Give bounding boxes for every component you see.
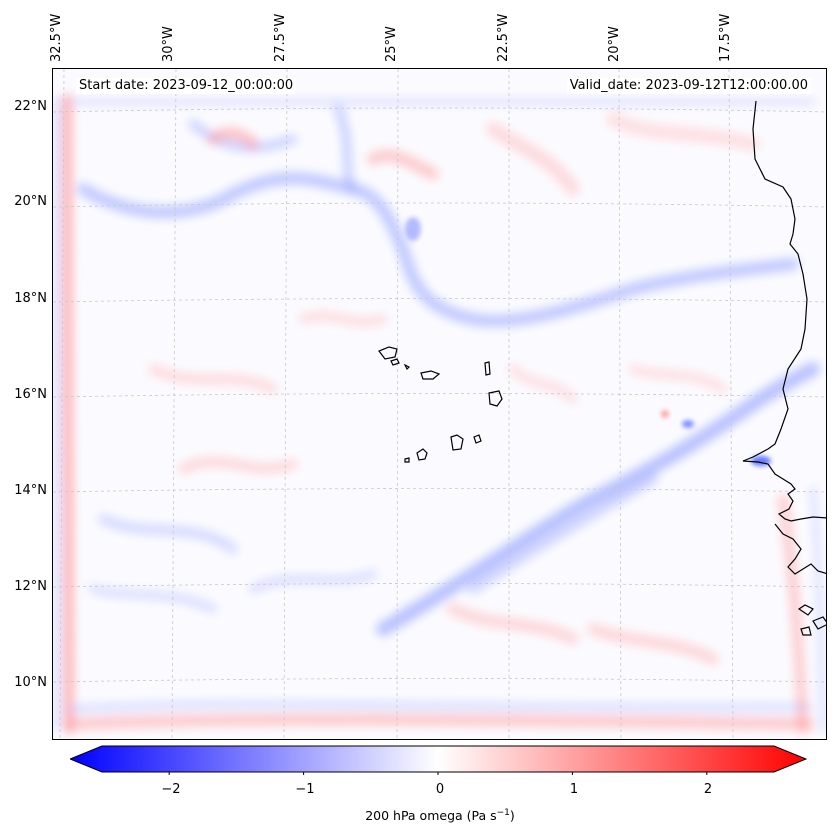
lat-label-22n: 22°N — [14, 99, 47, 114]
lon-label-30w: 30°W — [161, 26, 176, 62]
colorbar-tick-minus-2: −2 — [161, 782, 181, 797]
lon-label-22-5w: 22.5°W — [496, 13, 511, 62]
colorbar-tick-2: 2 — [703, 782, 713, 797]
africa-coastline — [742, 100, 826, 522]
lat-label-16n: 16°N — [14, 387, 47, 402]
lon-label-17-5w: 17.5°W — [718, 13, 733, 62]
lat-label-12n: 12°N — [14, 579, 47, 594]
lon-label-32-5w: 32.5°W — [49, 13, 64, 62]
lat-label-14n: 14°N — [14, 483, 47, 498]
colorbar — [70, 745, 808, 775]
colorbar-tickmarks — [168, 772, 708, 775]
lat-label-18n: 18°N — [14, 291, 47, 306]
omega-shading — [54, 94, 826, 734]
colorbar-tick-1: 1 — [569, 782, 579, 797]
colorbar-label: 200 hPa omega (Pa s−1) — [365, 808, 515, 824]
omega-field-map — [53, 69, 826, 739]
colorbar-tick-0: 0 — [435, 782, 445, 797]
cape-verde-islands — [378, 346, 503, 463]
lon-label-27-5w: 27.5°W — [273, 13, 288, 62]
lat-label-20n: 20°N — [14, 194, 47, 209]
guinea-coast — [774, 523, 826, 575]
valid-date-label: Valid_date: 2023-09-12T12:00:00.00 — [566, 78, 811, 94]
lon-label-20w: 20°W — [607, 26, 622, 62]
map-plot-area — [52, 68, 827, 740]
lat-label-10n: 10°N — [14, 675, 47, 690]
start-date-label: Start date: 2023-09-12_00:00:00 — [76, 78, 297, 94]
colorbar-body — [70, 745, 808, 773]
colorbar-tick-minus-1: −1 — [295, 782, 315, 797]
map-gridlines — [53, 69, 826, 739]
bijagos-islands — [797, 604, 826, 636]
lon-label-25w: 25°W — [384, 26, 399, 62]
